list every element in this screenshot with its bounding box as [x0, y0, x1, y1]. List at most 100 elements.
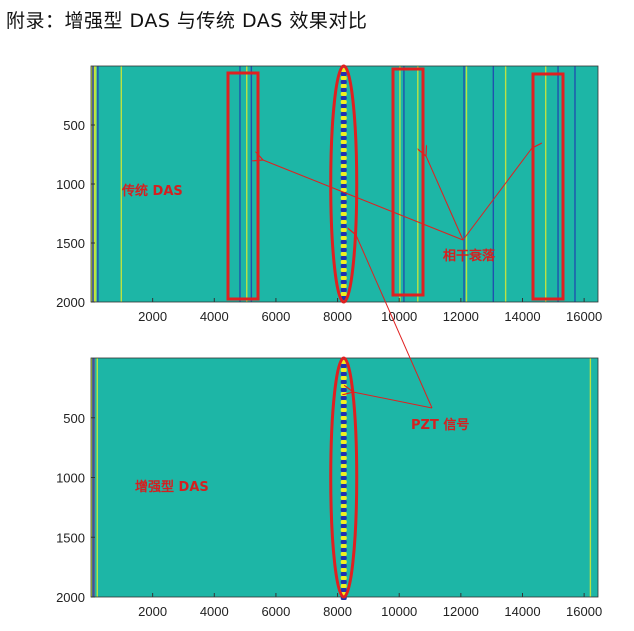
stripe [95, 66, 97, 302]
x-tick-label: 12000 [443, 309, 479, 324]
label-traditional-das: 传统 DAS [121, 183, 183, 199]
stripe [96, 358, 98, 597]
pzt-mark [340, 468, 347, 472]
pzt-mark [340, 148, 347, 152]
pzt-mark [340, 272, 347, 276]
pzt-mark [340, 580, 347, 584]
pzt-mark [340, 100, 347, 104]
pzt-mark [340, 364, 347, 368]
pzt-mark [340, 504, 347, 508]
pzt-mark [340, 532, 347, 536]
stripe [504, 66, 507, 302]
pzt-mark [340, 228, 347, 232]
stripe [465, 66, 468, 302]
stripe [399, 66, 401, 302]
pzt-mark [340, 124, 347, 128]
x-tick-label: 10000 [381, 309, 417, 324]
pzt-mark [340, 420, 347, 424]
label-enhanced-das: 增强型 DAS [135, 479, 209, 495]
stripe [250, 66, 253, 302]
pzt-mark [340, 516, 347, 520]
pzt-mark [340, 240, 347, 244]
pzt-mark [340, 480, 347, 484]
pzt-mark [340, 84, 347, 88]
pzt-ellipse [329, 356, 359, 599]
label-coherent-fading: 相干衰落 [443, 248, 496, 264]
pzt-mark [340, 176, 347, 180]
x-tick-label: 12000 [443, 604, 479, 619]
annotation-arrow [462, 148, 532, 241]
pzt-mark [340, 520, 347, 524]
pzt-mark [340, 92, 347, 96]
pzt-mark [340, 500, 347, 504]
x-tick-label: 8000 [323, 604, 352, 619]
pzt-mark [340, 384, 347, 388]
y-tick-label: 500 [63, 118, 85, 133]
pzt-mark [340, 248, 347, 252]
pzt-mark [340, 76, 347, 80]
stripe [120, 66, 123, 302]
pzt-mark [340, 208, 347, 212]
pzt-mark [340, 508, 347, 512]
pzt-mark [340, 244, 347, 248]
pzt-mark [340, 284, 347, 288]
pzt-mark [340, 288, 347, 292]
pzt-mark [340, 404, 347, 408]
y-tick-label: 2000 [56, 295, 85, 310]
x-tick-label: 8000 [323, 309, 352, 324]
pzt-mark [340, 104, 347, 108]
pzt-mark [340, 584, 347, 588]
pzt-mark [340, 292, 347, 296]
pzt-mark [340, 484, 347, 488]
pzt-mark [340, 168, 347, 172]
pzt-mark [340, 280, 347, 284]
pzt-mark [340, 380, 347, 384]
pzt-mark [340, 256, 347, 260]
stripe [97, 66, 99, 302]
pzt-mark [340, 432, 347, 436]
pzt-mark [340, 416, 347, 420]
pzt-mark [340, 152, 347, 156]
pzt-mark [340, 160, 347, 164]
pzt-mark [340, 120, 347, 124]
pzt-mark [340, 560, 347, 564]
pzt-mark [340, 464, 347, 468]
stripe [246, 66, 248, 302]
pzt-mark [340, 180, 347, 184]
pzt-mark [340, 132, 347, 136]
stripe [557, 66, 559, 302]
pzt-mark [340, 200, 347, 204]
pzt-mark [340, 268, 347, 272]
pzt-mark [340, 224, 347, 228]
y-tick-label: 1000 [56, 471, 85, 486]
x-tick-label: 2000 [138, 309, 167, 324]
pzt-mark [340, 564, 347, 568]
pzt-mark [340, 184, 347, 188]
x-tick-label: 10000 [381, 604, 417, 619]
pzt-mark [340, 116, 347, 120]
x-tick-label: 6000 [261, 604, 290, 619]
y-tick-label: 2000 [56, 590, 85, 605]
pzt-mark [340, 220, 347, 224]
pzt-mark [340, 400, 347, 404]
annotation-arrow [426, 156, 464, 241]
pzt-mark [340, 456, 347, 460]
pzt-mark [340, 488, 347, 492]
stripe [403, 66, 405, 302]
x-tick-label: 16000 [566, 309, 602, 324]
pzt-mark [340, 128, 347, 132]
pzt-mark [340, 588, 347, 592]
pzt-mark [340, 252, 347, 256]
pzt-mark [340, 264, 347, 268]
pzt-mark [340, 88, 347, 92]
pzt-mark [340, 96, 347, 100]
fading-box [226, 71, 260, 301]
x-tick-label: 6000 [261, 309, 290, 324]
pzt-mark [340, 260, 347, 264]
annotation-arrow [263, 160, 464, 241]
pzt-mark [340, 528, 347, 532]
pzt-mark [340, 396, 347, 400]
pzt-mark [340, 452, 347, 456]
pzt-ellipse [329, 64, 359, 304]
